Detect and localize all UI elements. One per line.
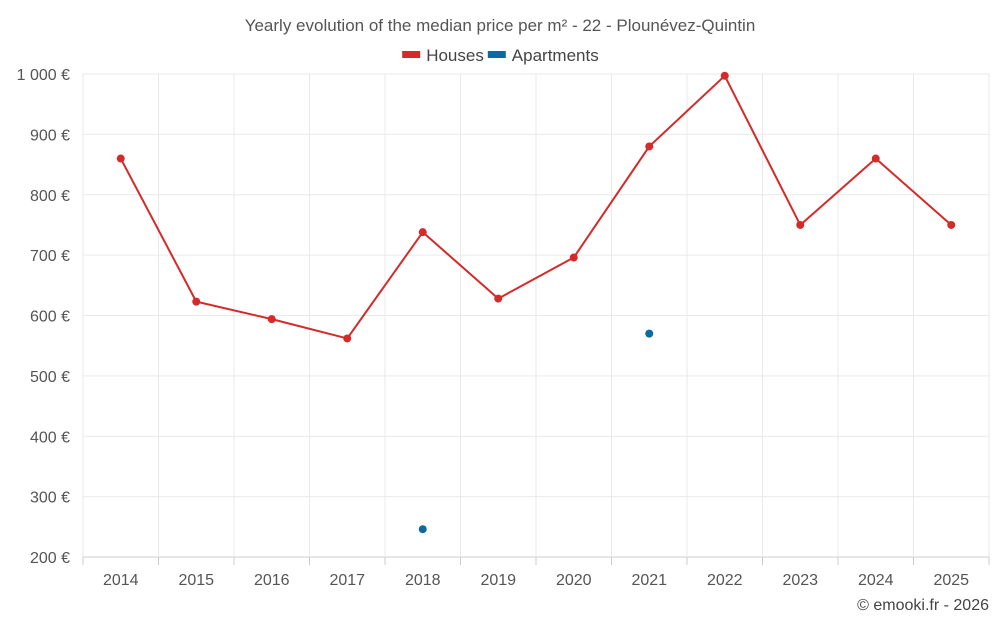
y-tick-label: 1 000 €: [17, 67, 70, 84]
series-line-houses: [119, 74, 952, 340]
x-tick-label: 2016: [254, 572, 290, 589]
chart-title: Yearly evolution of the median price per…: [245, 16, 756, 35]
grid: [82, 73, 990, 565]
data-point-houses-2024[interactable]: [871, 154, 880, 163]
y-tick-label: 900 €: [30, 127, 70, 144]
y-tick-label: 300 €: [30, 490, 70, 507]
data-point-houses-2019[interactable]: [494, 294, 503, 303]
x-tick-label: 2024: [858, 572, 894, 589]
data-point-houses-2017[interactable]: [343, 334, 352, 343]
series-houses: [116, 71, 956, 343]
y-tick-label: 500 €: [30, 369, 70, 386]
y-tick-label: 400 €: [30, 429, 70, 446]
legend-swatch: [487, 51, 506, 58]
x-tick-label: 2020: [556, 572, 592, 589]
data-point-houses-2015[interactable]: [192, 297, 201, 306]
data-point-apartments-2018[interactable]: [418, 525, 427, 534]
legend-label: Apartments: [512, 46, 599, 65]
series-layer: [116, 71, 956, 534]
x-tick-label: 2025: [933, 572, 969, 589]
x-tick-label: 2022: [707, 572, 743, 589]
y-tick-label: 600 €: [30, 309, 70, 326]
legend-item-houses[interactable]: Houses: [402, 46, 484, 65]
data-point-apartments-2021[interactable]: [645, 329, 654, 338]
data-point-houses-2018[interactable]: [418, 228, 427, 237]
y-axis-ticks: 200 € 300 € 400 € 500 € 600 € 700 € 800 € 900 €…: [17, 67, 70, 567]
y-tick-label: 700 €: [30, 248, 70, 265]
series-apartments: [418, 329, 654, 534]
x-tick-label: 2017: [329, 572, 365, 589]
legend: Houses Apartments: [402, 46, 599, 65]
credit-text: © emooki.fr - 2026: [857, 597, 989, 614]
legend-label: Houses: [426, 46, 484, 65]
y-tick-label: 800 €: [30, 188, 70, 205]
x-tick-label: 2019: [480, 572, 516, 589]
data-point-houses-2025[interactable]: [947, 220, 956, 229]
x-tick-label: 2014: [103, 572, 139, 589]
x-tick-label: 2015: [178, 572, 214, 589]
x-tick-label: 2023: [782, 572, 818, 589]
data-point-houses-2014[interactable]: [116, 154, 125, 163]
x-tick-label: 2021: [631, 572, 667, 589]
legend-item-apartments[interactable]: Apartments: [487, 46, 599, 65]
data-point-houses-2020[interactable]: [569, 253, 578, 262]
x-tick-label: 2018: [405, 572, 441, 589]
data-point-houses-2016[interactable]: [267, 315, 276, 324]
y-tick-label: 200 €: [30, 550, 70, 567]
legend-swatch: [402, 51, 421, 58]
x-axis-ticks: 2014 2015 2016 2017 2018 2019 2020 2021 2022 2023…: [103, 572, 969, 589]
data-point-houses-2023[interactable]: [796, 220, 805, 229]
data-point-houses-2022[interactable]: [720, 71, 729, 80]
data-point-houses-2021[interactable]: [645, 142, 654, 151]
